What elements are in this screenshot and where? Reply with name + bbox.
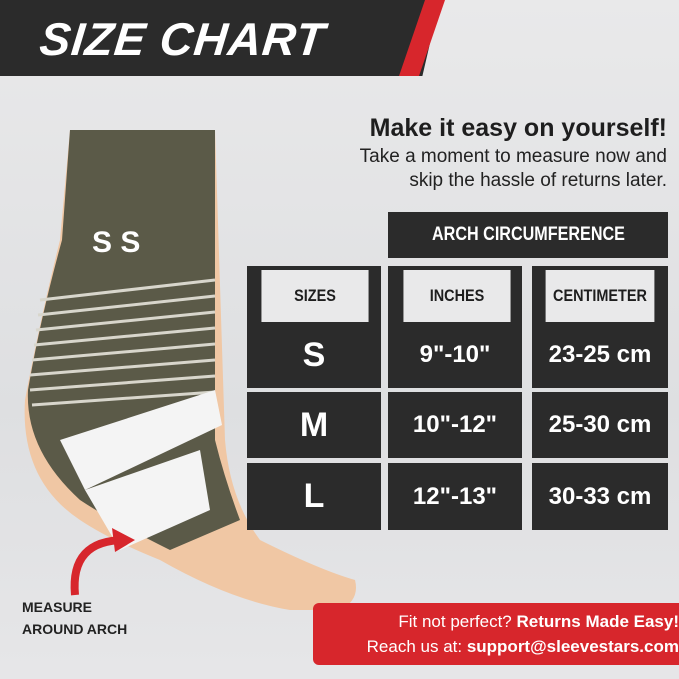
- group-header-label: ARCH CIRCUMFERENCE: [431, 224, 625, 245]
- cm-value: 23-25 cm: [548, 341, 652, 368]
- group-header: ARCH CIRCUMFERENCE: [388, 212, 668, 258]
- table-cell-size: L: [247, 463, 381, 530]
- ankle-sleeve-illustration: S S: [24, 130, 356, 610]
- header-banner: [0, 0, 440, 76]
- banner-returns: Returns Made Easy!: [516, 612, 679, 631]
- size-value: S: [302, 335, 326, 374]
- returns-banner: Fit not perfect? Returns Made Easy! Reac…: [313, 603, 679, 665]
- table-cell-inches: 10"-12": [388, 392, 522, 458]
- table-cell-cm: 25-30 cm: [532, 392, 668, 458]
- brand-logo: S S: [92, 226, 140, 259]
- column-header-inches: INCHES: [403, 270, 511, 322]
- inches-value: 9"-10": [419, 341, 491, 368]
- table-cell-cm: 30-33 cm: [532, 463, 668, 530]
- support-email-link[interactable]: support@sleevestars.com: [466, 637, 679, 656]
- table-cell-size: M: [247, 392, 381, 458]
- column-header-centimeter: CENTIMETER: [545, 270, 655, 322]
- column-header-sizes: SIZES: [261, 270, 369, 322]
- instruction-line-1: MEASURE: [22, 599, 93, 615]
- instruction-line-2: AROUND ARCH: [22, 621, 128, 637]
- measure-instruction: MEASURE AROUND ARCH: [22, 596, 127, 640]
- intro-line-2: skip the hassle of returns later.: [409, 170, 667, 191]
- headline: Make it easy on yourself!: [369, 114, 667, 142]
- banner-reach: Reach us at:: [366, 637, 467, 656]
- table-cell-inches: 12"-13": [388, 463, 522, 530]
- page-title: SIZE CHART: [37, 13, 328, 65]
- intro-line-1: Take a moment to measure now and: [359, 146, 667, 167]
- banner-question: Fit not perfect?: [398, 612, 517, 631]
